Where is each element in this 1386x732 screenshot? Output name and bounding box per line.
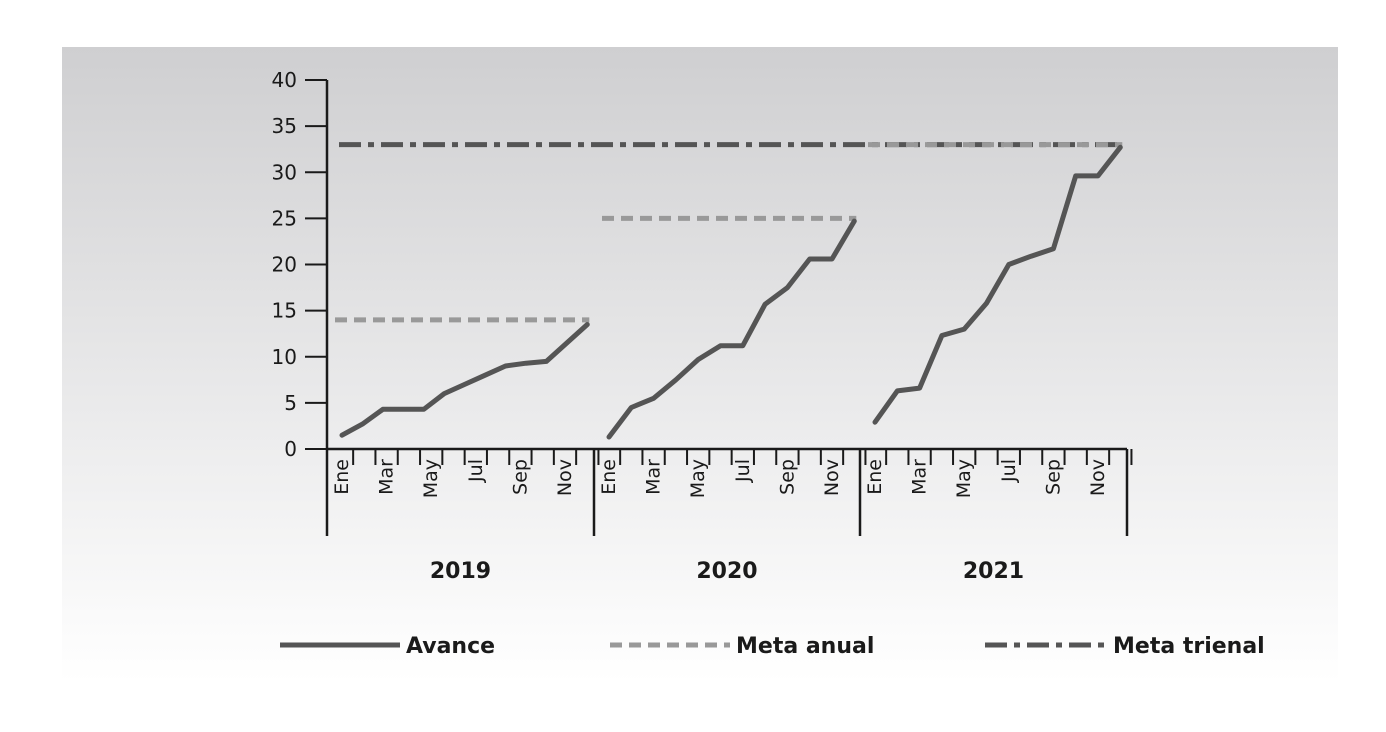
month-label: Mar <box>376 459 398 495</box>
y-tick-label: 35 <box>272 114 297 138</box>
month-label: Ene <box>598 459 620 495</box>
y-tick-label: 10 <box>272 345 297 369</box>
y-tick-label: 30 <box>272 160 297 184</box>
month-label: Sep <box>1042 459 1064 495</box>
avance-line <box>606 218 857 440</box>
y-tick-label: 40 <box>272 68 297 92</box>
avance-line <box>339 322 590 438</box>
chart-background <box>62 47 1338 682</box>
month-label: Ene <box>864 459 886 495</box>
month-label: Sep <box>509 459 531 495</box>
month-label: Ene <box>331 459 353 495</box>
legend-label: Avance <box>406 634 495 659</box>
month-label: Nov <box>1087 459 1109 496</box>
y-tick-label: 15 <box>272 299 297 323</box>
y-tick-label: 0 <box>284 437 297 461</box>
year-label: 2020 <box>696 559 757 584</box>
legend-meta-anual: Meta anual <box>610 634 874 659</box>
month-label: Mar <box>909 459 931 495</box>
y-tick-label: 25 <box>272 206 297 230</box>
plot-area: 0 5 10 15 20 25 30 35 40 Ene Mar May Jul Sep Nov 2019 En… <box>272 68 1133 584</box>
month-label: Nov <box>554 459 576 496</box>
legend-label: Meta anual <box>736 634 874 659</box>
month-label: Nov <box>821 459 843 496</box>
month-label: Jul <box>465 459 487 483</box>
month-label: Sep <box>776 459 798 495</box>
year-label: 2019 <box>430 559 491 584</box>
month-label: Jul <box>732 459 754 483</box>
month-label: May <box>953 459 975 498</box>
month-label: May <box>687 459 709 498</box>
legend-avance: Avance <box>280 634 495 659</box>
avance-line <box>872 144 1123 425</box>
legend-meta-trienal: Meta trienal <box>985 634 1265 659</box>
legend: Avance Meta anual Meta trienal <box>280 634 1265 659</box>
y-tick-label: 5 <box>284 391 297 415</box>
y-tick-label: 20 <box>272 253 297 277</box>
year-label: 2021 <box>963 559 1024 584</box>
month-label: Jul <box>998 459 1020 483</box>
month-label: May <box>420 459 442 498</box>
month-label: Mar <box>643 459 665 495</box>
legend-label: Meta trienal <box>1113 634 1265 659</box>
